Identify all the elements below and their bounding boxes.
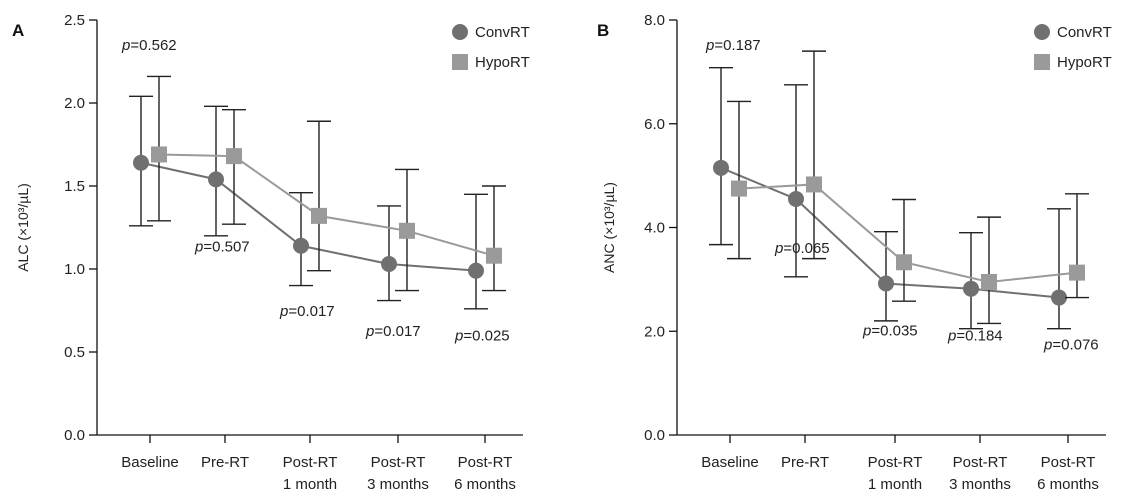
chart-panel-a: A 0.0 0.5 1.0 1.5 2.0 2.5 ALC (×10³/µL) Baseline… xyxy=(12,12,530,493)
x-tick-label: Baseline xyxy=(701,454,759,471)
x-tick-label: Post-RT 1 month xyxy=(283,454,338,493)
data-point-hyport xyxy=(486,247,502,264)
legend-marker-hyport xyxy=(452,54,468,70)
data-point-hyport xyxy=(226,148,242,165)
data-point-convrt xyxy=(878,275,894,292)
legend-marker-convrt xyxy=(1034,24,1050,40)
data-point-hyport xyxy=(981,273,997,290)
x-tick-label: Post-RT 3 months xyxy=(949,454,1011,493)
legend-label: ConvRT xyxy=(1057,24,1112,41)
y-tick-label: 0.0 xyxy=(64,427,85,444)
data-point-hyport xyxy=(806,176,822,193)
data-point-hyport xyxy=(311,207,327,224)
legend-marker-convrt xyxy=(452,24,468,40)
data-point-convrt xyxy=(1051,289,1067,306)
data-point-convrt xyxy=(208,171,224,188)
y-tick-label: 6.0 xyxy=(644,116,665,133)
legend-label: HypoRT xyxy=(475,54,530,71)
legend-label: ConvRT xyxy=(475,24,530,41)
panel-letter: A xyxy=(12,21,24,40)
data-point-convrt xyxy=(713,159,729,176)
x-tick-label: Post-RT 3 months xyxy=(367,454,429,493)
p-value-label: p=0.184 xyxy=(947,328,1003,345)
y-tick-label: 0.5 xyxy=(64,344,85,361)
p-value-label: p=0.017 xyxy=(365,323,421,340)
series-line-convrt xyxy=(140,161,477,272)
data-point-convrt xyxy=(788,190,804,207)
data-point-hyport xyxy=(896,254,912,271)
panel-letter: B xyxy=(597,21,609,40)
p-value-label: p=0.025 xyxy=(454,328,510,345)
y-tick-label: 1.0 xyxy=(64,261,85,278)
y-tick-label: 4.0 xyxy=(644,220,665,237)
data-point-convrt xyxy=(293,237,309,254)
y-tick-label: 2.5 xyxy=(64,12,85,29)
data-point-hyport xyxy=(1069,264,1085,281)
data-point-convrt xyxy=(468,262,484,279)
x-tick-label: Pre-RT xyxy=(201,454,249,471)
y-tick-label: 2.0 xyxy=(64,95,85,112)
x-tick-label: Pre-RT xyxy=(781,454,829,471)
y-tick-label: 8.0 xyxy=(644,12,665,29)
chart-panel-b: B 0.0 2.0 4.0 6.0 8.0 ANC (×10³/µL) Baseline Pre… xyxy=(597,12,1112,493)
data-point-convrt xyxy=(381,256,397,273)
data-point-convrt xyxy=(133,154,149,171)
data-point-hyport xyxy=(151,146,167,163)
legend-label: HypoRT xyxy=(1057,54,1112,71)
p-value-label: p=0.507 xyxy=(194,238,250,255)
y-axis-label: ALC (×10³/µL) xyxy=(15,183,31,272)
x-tick-label: Post-RT 6 months xyxy=(454,454,516,493)
y-tick-label: 0.0 xyxy=(644,427,665,444)
y-tick-label: 2.0 xyxy=(644,323,665,340)
legend-marker-hyport xyxy=(1034,54,1050,70)
p-value-label: p=0.035 xyxy=(862,323,918,340)
data-point-hyport xyxy=(731,180,747,197)
data-point-hyport xyxy=(399,222,415,239)
x-tick-label: Post-RT 6 months xyxy=(1037,454,1099,493)
p-value-label: p=0.562 xyxy=(121,37,177,54)
p-value-label: p=0.187 xyxy=(705,37,761,54)
y-axis-label: ANC (×10³/µL) xyxy=(601,182,617,273)
data-point-convrt xyxy=(963,280,979,297)
x-tick-label: Post-RT 1 month xyxy=(868,454,923,493)
p-value-label: p=0.017 xyxy=(279,303,335,320)
y-tick-label: 1.5 xyxy=(64,178,85,195)
p-value-label: p=0.065 xyxy=(774,240,830,257)
x-tick-label: Baseline xyxy=(121,454,179,471)
p-value-label: p=0.076 xyxy=(1043,337,1099,354)
